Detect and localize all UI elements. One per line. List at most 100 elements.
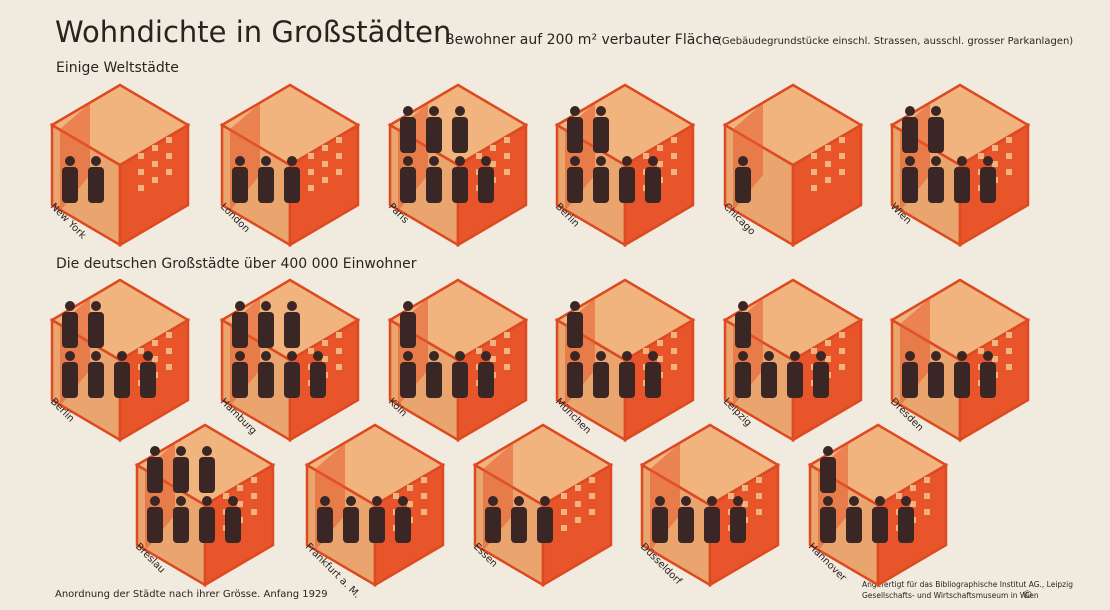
window bbox=[589, 477, 595, 483]
window bbox=[407, 501, 413, 507]
figure-body bbox=[478, 362, 494, 398]
figure-body bbox=[730, 507, 746, 543]
window bbox=[756, 493, 762, 499]
window bbox=[657, 340, 663, 346]
figure-head bbox=[816, 351, 826, 361]
building bbox=[554, 278, 696, 443]
building bbox=[219, 278, 361, 443]
window bbox=[504, 169, 510, 175]
figure-body bbox=[652, 507, 668, 543]
window bbox=[166, 153, 172, 159]
window bbox=[490, 356, 496, 362]
figure-head bbox=[320, 496, 330, 506]
window bbox=[839, 169, 845, 175]
figure-head bbox=[176, 496, 186, 506]
figure-head bbox=[91, 301, 101, 311]
figure-body bbox=[928, 167, 944, 203]
figure-head bbox=[488, 496, 498, 506]
window bbox=[728, 493, 734, 499]
figure-head bbox=[738, 156, 748, 166]
figure-body bbox=[593, 167, 609, 203]
window bbox=[1006, 348, 1012, 354]
figure-head bbox=[228, 496, 238, 506]
window bbox=[251, 477, 257, 483]
window bbox=[978, 348, 984, 354]
window bbox=[308, 348, 314, 354]
window bbox=[1006, 137, 1012, 143]
figure-head bbox=[65, 301, 75, 311]
figure-body bbox=[567, 167, 583, 203]
figure-body bbox=[452, 167, 468, 203]
figure-head bbox=[235, 156, 245, 166]
figure-body bbox=[787, 362, 803, 398]
window bbox=[575, 485, 581, 491]
window bbox=[251, 493, 257, 499]
figure-body bbox=[735, 167, 751, 203]
figure-head bbox=[648, 156, 658, 166]
figure-head bbox=[905, 106, 915, 116]
window bbox=[237, 485, 243, 491]
figure-body bbox=[735, 362, 751, 398]
window bbox=[166, 364, 172, 370]
figure-body bbox=[813, 362, 829, 398]
figure-head bbox=[261, 301, 271, 311]
figure-body bbox=[567, 362, 583, 398]
window bbox=[742, 501, 748, 507]
figure-body bbox=[980, 362, 996, 398]
figure-head bbox=[570, 156, 580, 166]
figure-body bbox=[62, 362, 78, 398]
figure-body bbox=[140, 362, 156, 398]
figure-body bbox=[898, 507, 914, 543]
window bbox=[825, 340, 831, 346]
figure-head bbox=[764, 351, 774, 361]
figure-head bbox=[648, 351, 658, 361]
figure-body bbox=[199, 507, 215, 543]
figure-body bbox=[678, 507, 694, 543]
figure-group bbox=[62, 156, 104, 203]
window bbox=[152, 177, 158, 183]
figure-head bbox=[455, 106, 465, 116]
figure-body bbox=[173, 507, 189, 543]
window bbox=[138, 153, 144, 159]
window bbox=[138, 348, 144, 354]
window bbox=[1006, 332, 1012, 338]
figure-group bbox=[317, 496, 411, 543]
window bbox=[924, 477, 930, 483]
figure-head bbox=[931, 351, 941, 361]
figure-group bbox=[232, 301, 326, 398]
figure-head bbox=[287, 156, 297, 166]
window bbox=[839, 364, 845, 370]
window bbox=[756, 477, 762, 483]
figure-body bbox=[485, 507, 501, 543]
figure-body bbox=[872, 507, 888, 543]
window bbox=[1006, 169, 1012, 175]
figure-group bbox=[567, 301, 661, 398]
window bbox=[421, 509, 427, 515]
window bbox=[575, 517, 581, 523]
figure-head bbox=[202, 446, 212, 456]
figure-body bbox=[173, 457, 189, 493]
building bbox=[472, 423, 614, 588]
figure-head bbox=[901, 496, 911, 506]
section-title: Einige Weltstädte bbox=[56, 60, 179, 76]
window bbox=[825, 145, 831, 151]
figure-body bbox=[820, 507, 836, 543]
window bbox=[657, 161, 663, 167]
figure-body bbox=[537, 507, 553, 543]
figure-head bbox=[403, 156, 413, 166]
window bbox=[825, 356, 831, 362]
window bbox=[811, 153, 817, 159]
window bbox=[811, 348, 817, 354]
figure-body bbox=[478, 167, 494, 203]
figure-body bbox=[902, 117, 918, 153]
figure-body bbox=[232, 167, 248, 203]
window bbox=[504, 332, 510, 338]
figure-group bbox=[400, 301, 494, 398]
figure-head bbox=[596, 156, 606, 166]
figure-body bbox=[735, 312, 751, 348]
figure-head bbox=[117, 351, 127, 361]
figure-body bbox=[645, 167, 661, 203]
figure-head bbox=[91, 156, 101, 166]
figure-head bbox=[570, 351, 580, 361]
figure-body bbox=[511, 507, 527, 543]
